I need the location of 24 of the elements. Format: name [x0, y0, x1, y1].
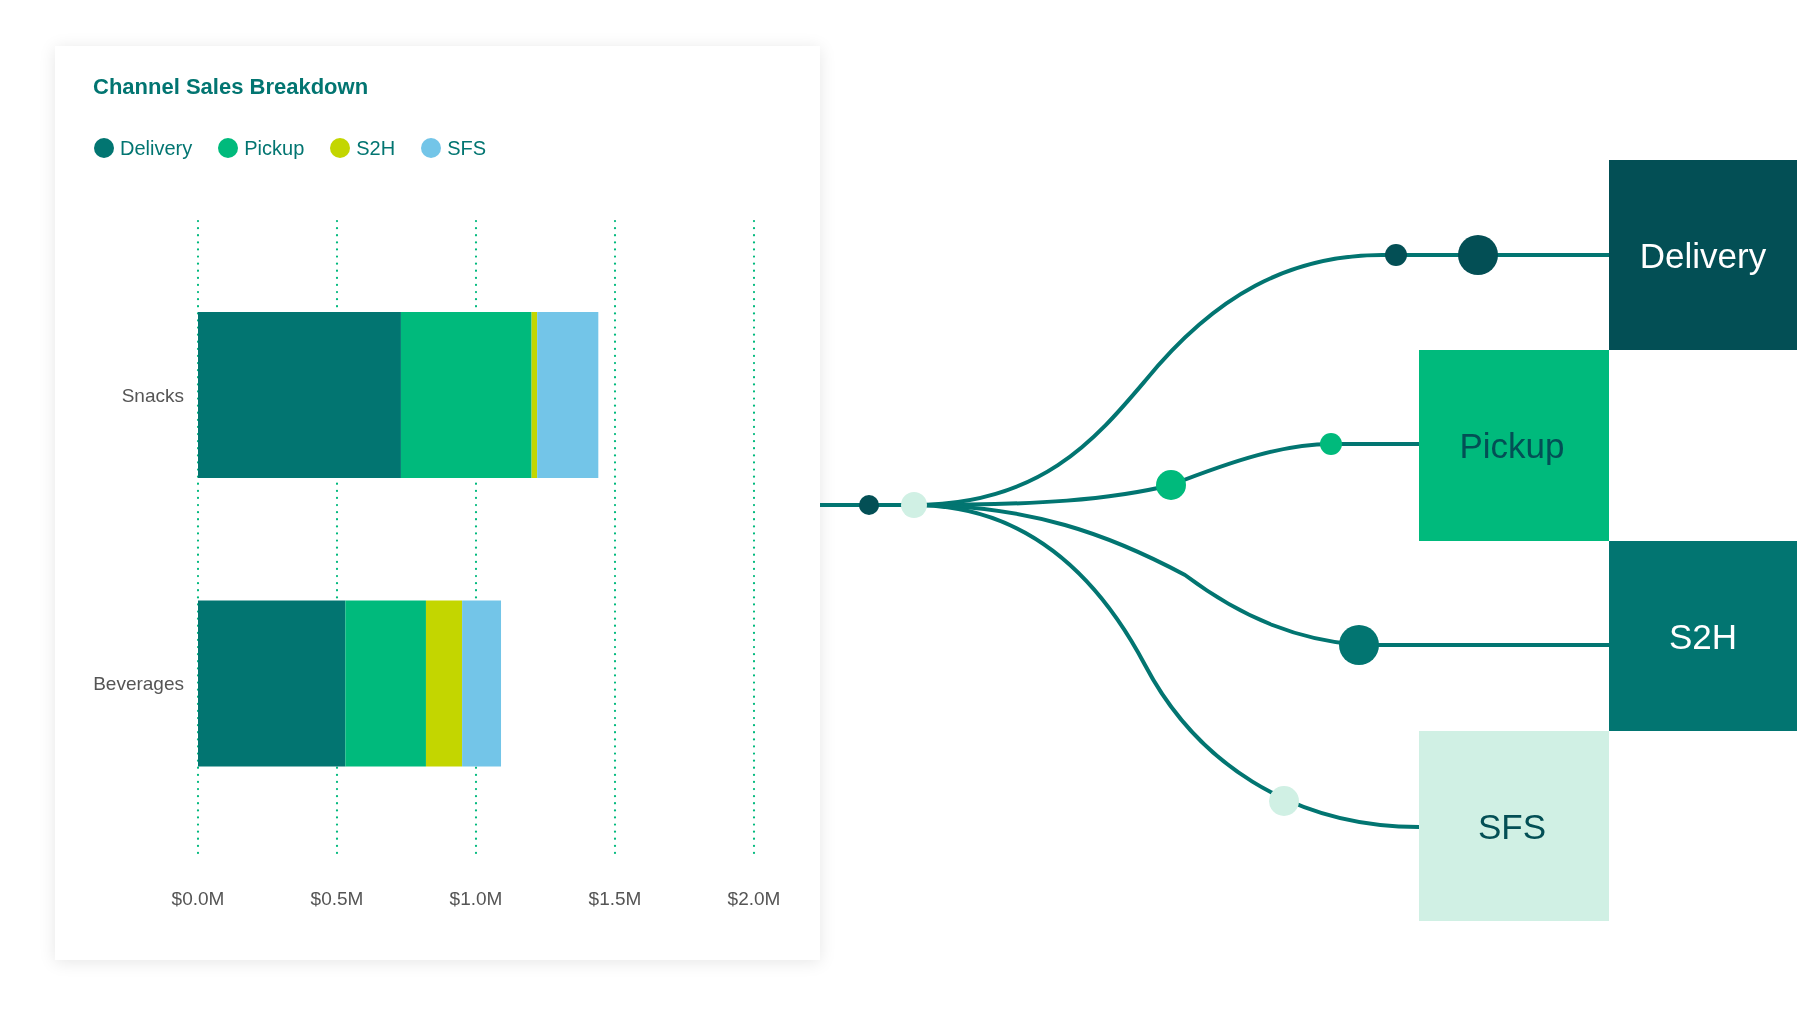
- bar: [537, 312, 599, 478]
- bar: [198, 312, 401, 478]
- y-tick-label: Beverages: [93, 673, 184, 695]
- y-tick-label: Snacks: [121, 384, 184, 406]
- bar: [462, 600, 502, 767]
- text: Delivery: [1639, 235, 1767, 275]
- x-tick-label: $0.5M: [310, 888, 364, 910]
- x-tick-label: $1.5M: [588, 888, 642, 910]
- bar: [400, 312, 532, 478]
- bar: [198, 600, 346, 767]
- legend-label: Delivery: [120, 136, 193, 160]
- x-tick-label: $2.0M: [727, 888, 781, 910]
- legend-label: Pickup: [244, 136, 305, 160]
- text: SFS: [1477, 806, 1547, 846]
- text: Pickup: [1459, 426, 1565, 465]
- chart-title: Channel Sales Breakdown: [93, 74, 369, 100]
- text: S2H: [1668, 616, 1738, 656]
- legend-label: S2H: [356, 136, 396, 160]
- bar: [345, 600, 426, 767]
- x-tick-label: $1.0M: [449, 888, 503, 910]
- x-tick-label: $0.0M: [171, 888, 225, 910]
- bar: [425, 600, 463, 767]
- legend-label: SFS: [447, 136, 487, 160]
- bar: [531, 312, 538, 478]
